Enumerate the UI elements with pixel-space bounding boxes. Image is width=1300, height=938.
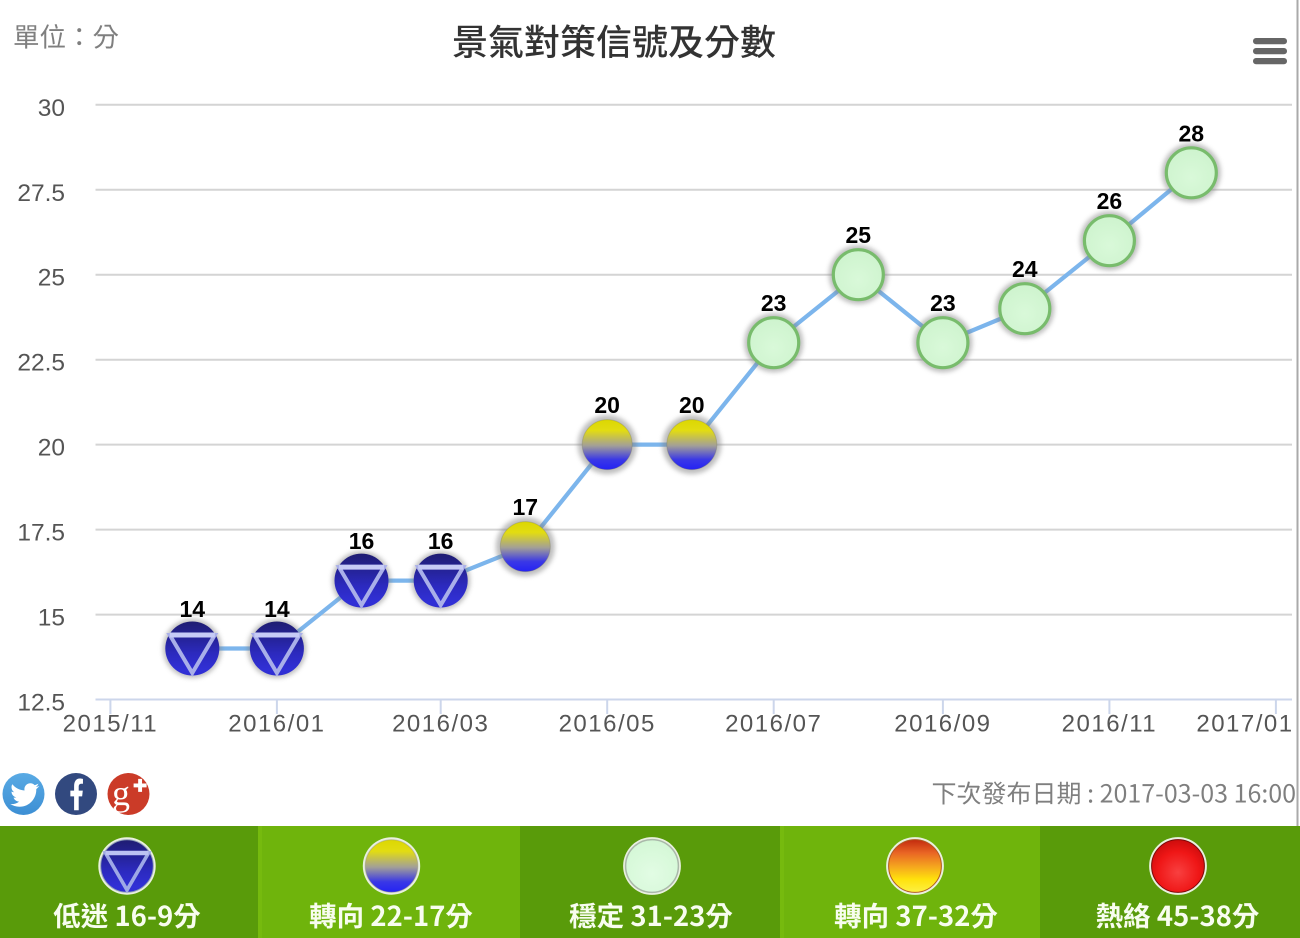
svg-text:17: 17 [513,494,539,520]
svg-text:28: 28 [1179,120,1205,146]
svg-text:2016/03: 2016/03 [392,711,489,738]
svg-text:2016/11: 2016/11 [1062,711,1157,738]
svg-text:2016/07: 2016/07 [725,711,822,738]
svg-text:16: 16 [428,528,454,554]
svg-text:2016/05: 2016/05 [559,711,656,738]
svg-text:14: 14 [180,596,206,622]
svg-text:20: 20 [594,392,620,418]
svg-text:2016/01: 2016/01 [228,711,325,738]
svg-text:26: 26 [1097,188,1123,214]
svg-text:14: 14 [264,596,290,622]
svg-text:2016/09: 2016/09 [894,711,991,738]
svg-text:23: 23 [930,290,956,316]
svg-text:17.5: 17.5 [17,520,65,547]
svg-text:2017/01: 2017/01 [1196,711,1293,738]
svg-text:15: 15 [38,605,65,632]
svg-text:20: 20 [38,435,65,462]
svg-text:30: 30 [38,95,65,122]
svg-text:2015/11: 2015/11 [63,711,158,738]
svg-text:22.5: 22.5 [17,350,65,377]
svg-text:23: 23 [761,290,787,316]
svg-text:12.5: 12.5 [17,690,65,717]
svg-text:27.5: 27.5 [17,180,65,207]
svg-text:24: 24 [1012,256,1038,282]
svg-text:25: 25 [846,222,872,248]
svg-text:16: 16 [349,528,375,554]
svg-text:25: 25 [38,265,65,292]
svg-text:20: 20 [679,392,705,418]
